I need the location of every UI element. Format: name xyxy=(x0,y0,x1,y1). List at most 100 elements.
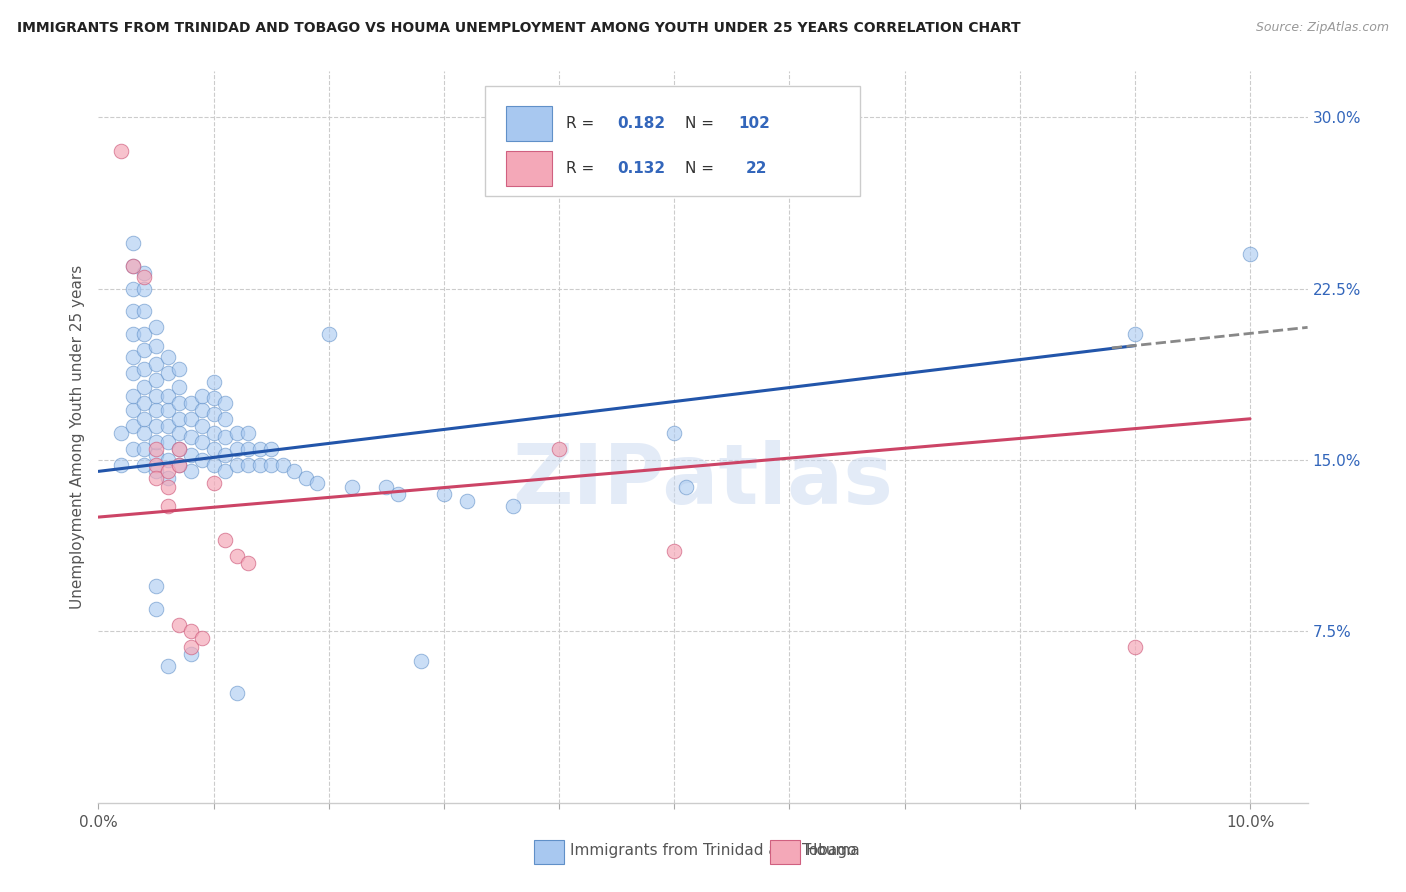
Point xyxy=(156,402,179,417)
Point xyxy=(134,343,156,358)
Point xyxy=(156,658,179,673)
Point xyxy=(122,235,145,250)
Point xyxy=(214,449,236,463)
Point xyxy=(156,499,179,513)
Point xyxy=(249,458,271,472)
Point xyxy=(202,376,225,390)
Point xyxy=(375,480,398,494)
Point xyxy=(122,259,145,273)
Point xyxy=(156,418,179,433)
Point xyxy=(156,350,179,364)
Point xyxy=(145,449,167,463)
Point xyxy=(167,442,190,456)
Point xyxy=(156,366,179,380)
Point xyxy=(134,361,156,376)
Point xyxy=(145,579,167,593)
Point xyxy=(191,632,214,646)
Point xyxy=(134,304,156,318)
Text: ZIPatlas: ZIPatlas xyxy=(513,441,893,522)
Point xyxy=(110,425,132,440)
Point xyxy=(236,425,259,440)
Point xyxy=(191,453,214,467)
Point xyxy=(134,396,156,410)
Point xyxy=(122,389,145,403)
Point xyxy=(122,366,145,380)
Text: Houma: Houma xyxy=(806,843,860,858)
Point xyxy=(191,418,214,433)
Point xyxy=(225,442,247,456)
Point xyxy=(145,389,167,403)
FancyBboxPatch shape xyxy=(534,840,564,863)
Point xyxy=(110,458,132,472)
Point xyxy=(145,442,167,456)
Text: Source: ZipAtlas.com: Source: ZipAtlas.com xyxy=(1256,21,1389,34)
Point xyxy=(180,412,202,426)
Point xyxy=(664,425,686,440)
Point xyxy=(1123,640,1146,655)
Point xyxy=(191,434,214,449)
Point xyxy=(110,145,132,159)
Point xyxy=(167,442,190,456)
Point xyxy=(664,544,686,558)
Point xyxy=(502,499,524,513)
Point xyxy=(134,380,156,394)
Point xyxy=(134,458,156,472)
Point xyxy=(156,480,179,494)
Point xyxy=(214,412,236,426)
Point xyxy=(225,458,247,472)
Point xyxy=(180,396,202,410)
Point xyxy=(180,449,202,463)
Text: Immigrants from Trinidad and Tobago: Immigrants from Trinidad and Tobago xyxy=(569,843,856,858)
Text: N =: N = xyxy=(685,116,718,131)
Point xyxy=(145,373,167,387)
Point xyxy=(156,464,179,478)
Point xyxy=(202,391,225,405)
Point xyxy=(156,453,179,467)
Point xyxy=(340,480,363,494)
Point xyxy=(167,380,190,394)
FancyBboxPatch shape xyxy=(485,86,860,195)
Y-axis label: Unemployment Among Youth under 25 years: Unemployment Among Youth under 25 years xyxy=(69,265,84,609)
Text: 22: 22 xyxy=(745,161,766,176)
Point xyxy=(318,327,340,342)
Point xyxy=(180,430,202,444)
Text: 0.132: 0.132 xyxy=(617,161,665,176)
Point xyxy=(202,407,225,421)
Point xyxy=(548,442,571,456)
FancyBboxPatch shape xyxy=(506,106,551,141)
Point xyxy=(180,624,202,639)
Point xyxy=(236,556,259,570)
Point xyxy=(145,320,167,334)
Point xyxy=(145,418,167,433)
Point xyxy=(409,654,432,668)
Point xyxy=(180,640,202,655)
Point xyxy=(202,475,225,490)
Point xyxy=(236,442,259,456)
Point xyxy=(260,458,283,472)
Point xyxy=(145,402,167,417)
Point xyxy=(214,396,236,410)
Text: IMMIGRANTS FROM TRINIDAD AND TOBAGO VS HOUMA UNEMPLOYMENT AMONG YOUTH UNDER 25 Y: IMMIGRANTS FROM TRINIDAD AND TOBAGO VS H… xyxy=(17,21,1021,35)
Point xyxy=(191,389,214,403)
Point xyxy=(180,464,202,478)
Point xyxy=(134,412,156,426)
Point xyxy=(156,389,179,403)
Point xyxy=(122,259,145,273)
Text: R =: R = xyxy=(567,161,599,176)
Point xyxy=(145,458,167,472)
Point xyxy=(145,471,167,485)
Point xyxy=(134,442,156,456)
Point xyxy=(283,464,305,478)
Point xyxy=(294,471,316,485)
Point xyxy=(225,549,247,563)
Text: 102: 102 xyxy=(738,116,770,131)
Point xyxy=(214,430,236,444)
Point xyxy=(122,402,145,417)
Point xyxy=(214,533,236,547)
Point xyxy=(122,350,145,364)
Point xyxy=(145,601,167,615)
Point xyxy=(167,396,190,410)
Point xyxy=(145,357,167,371)
Point xyxy=(260,442,283,456)
Text: R =: R = xyxy=(567,116,599,131)
